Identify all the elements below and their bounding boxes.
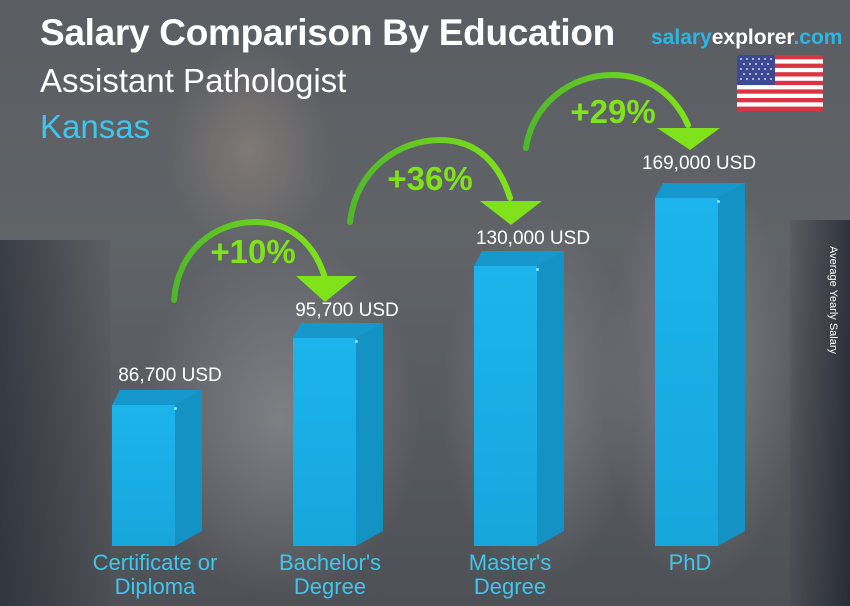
chart-title: Salary Comparison By Education (40, 12, 615, 53)
category-label-line1: Certificate or (92, 550, 218, 575)
arc-arrow-icon (347, 136, 542, 225)
bar-side-face (175, 390, 202, 546)
arc-arrow-icon (523, 71, 720, 151)
bar-highlight (536, 268, 539, 271)
brand-part-com: .com (793, 26, 843, 49)
brand-part-explorer: explorer (711, 26, 794, 49)
background-shadow-left (0, 240, 110, 606)
category-label-line1: PhD (668, 550, 712, 575)
bar-top-face (293, 323, 383, 338)
increase-label: +36% (387, 160, 473, 197)
category-label: Bachelor's Degree (279, 551, 381, 599)
bar-side-face (356, 323, 383, 546)
bar-side-face (718, 183, 745, 546)
value-label: 130,000 USD (475, 228, 591, 249)
bar-top-face (655, 183, 745, 198)
bar-highlight (717, 200, 720, 203)
brand-part-salary: salary (651, 26, 712, 49)
bar-side-face (537, 251, 564, 546)
increase-label: +29% (570, 93, 656, 130)
category-label: PhD (669, 551, 712, 575)
value-label: 169,000 USD (641, 153, 757, 174)
bar-front-face (474, 266, 537, 546)
increase-label: +10% (210, 233, 296, 270)
bar-highlight (355, 340, 358, 343)
bar-top-face (112, 390, 202, 405)
category-label-line2: Degree (473, 574, 547, 599)
value-label: 86,700 USD (118, 365, 222, 386)
category-label-line2: Diploma (114, 574, 196, 599)
bar-front-face (293, 338, 356, 546)
bar-top-face (474, 251, 564, 266)
background-shadow-right (790, 220, 850, 606)
bar-front-face (655, 198, 718, 546)
category-label-line1: Master's (468, 550, 552, 575)
bar-highlight (174, 407, 177, 410)
bar-front-face (112, 405, 175, 546)
us-flag-icon (737, 55, 823, 111)
job-title: Assistant Pathologist (40, 62, 347, 99)
category-label-line2: Degree (293, 574, 367, 599)
brand-logo[interactable]: salaryexplorer.com (651, 26, 842, 50)
category-label: Master's Degree (469, 551, 551, 599)
location-label: Kansas (40, 108, 151, 145)
category-label-line1: Bachelor's (278, 550, 382, 575)
category-label: Certificate or Diploma (93, 551, 218, 599)
arc-arrow-icon (171, 218, 357, 303)
value-label: 95,700 USD (295, 300, 399, 321)
